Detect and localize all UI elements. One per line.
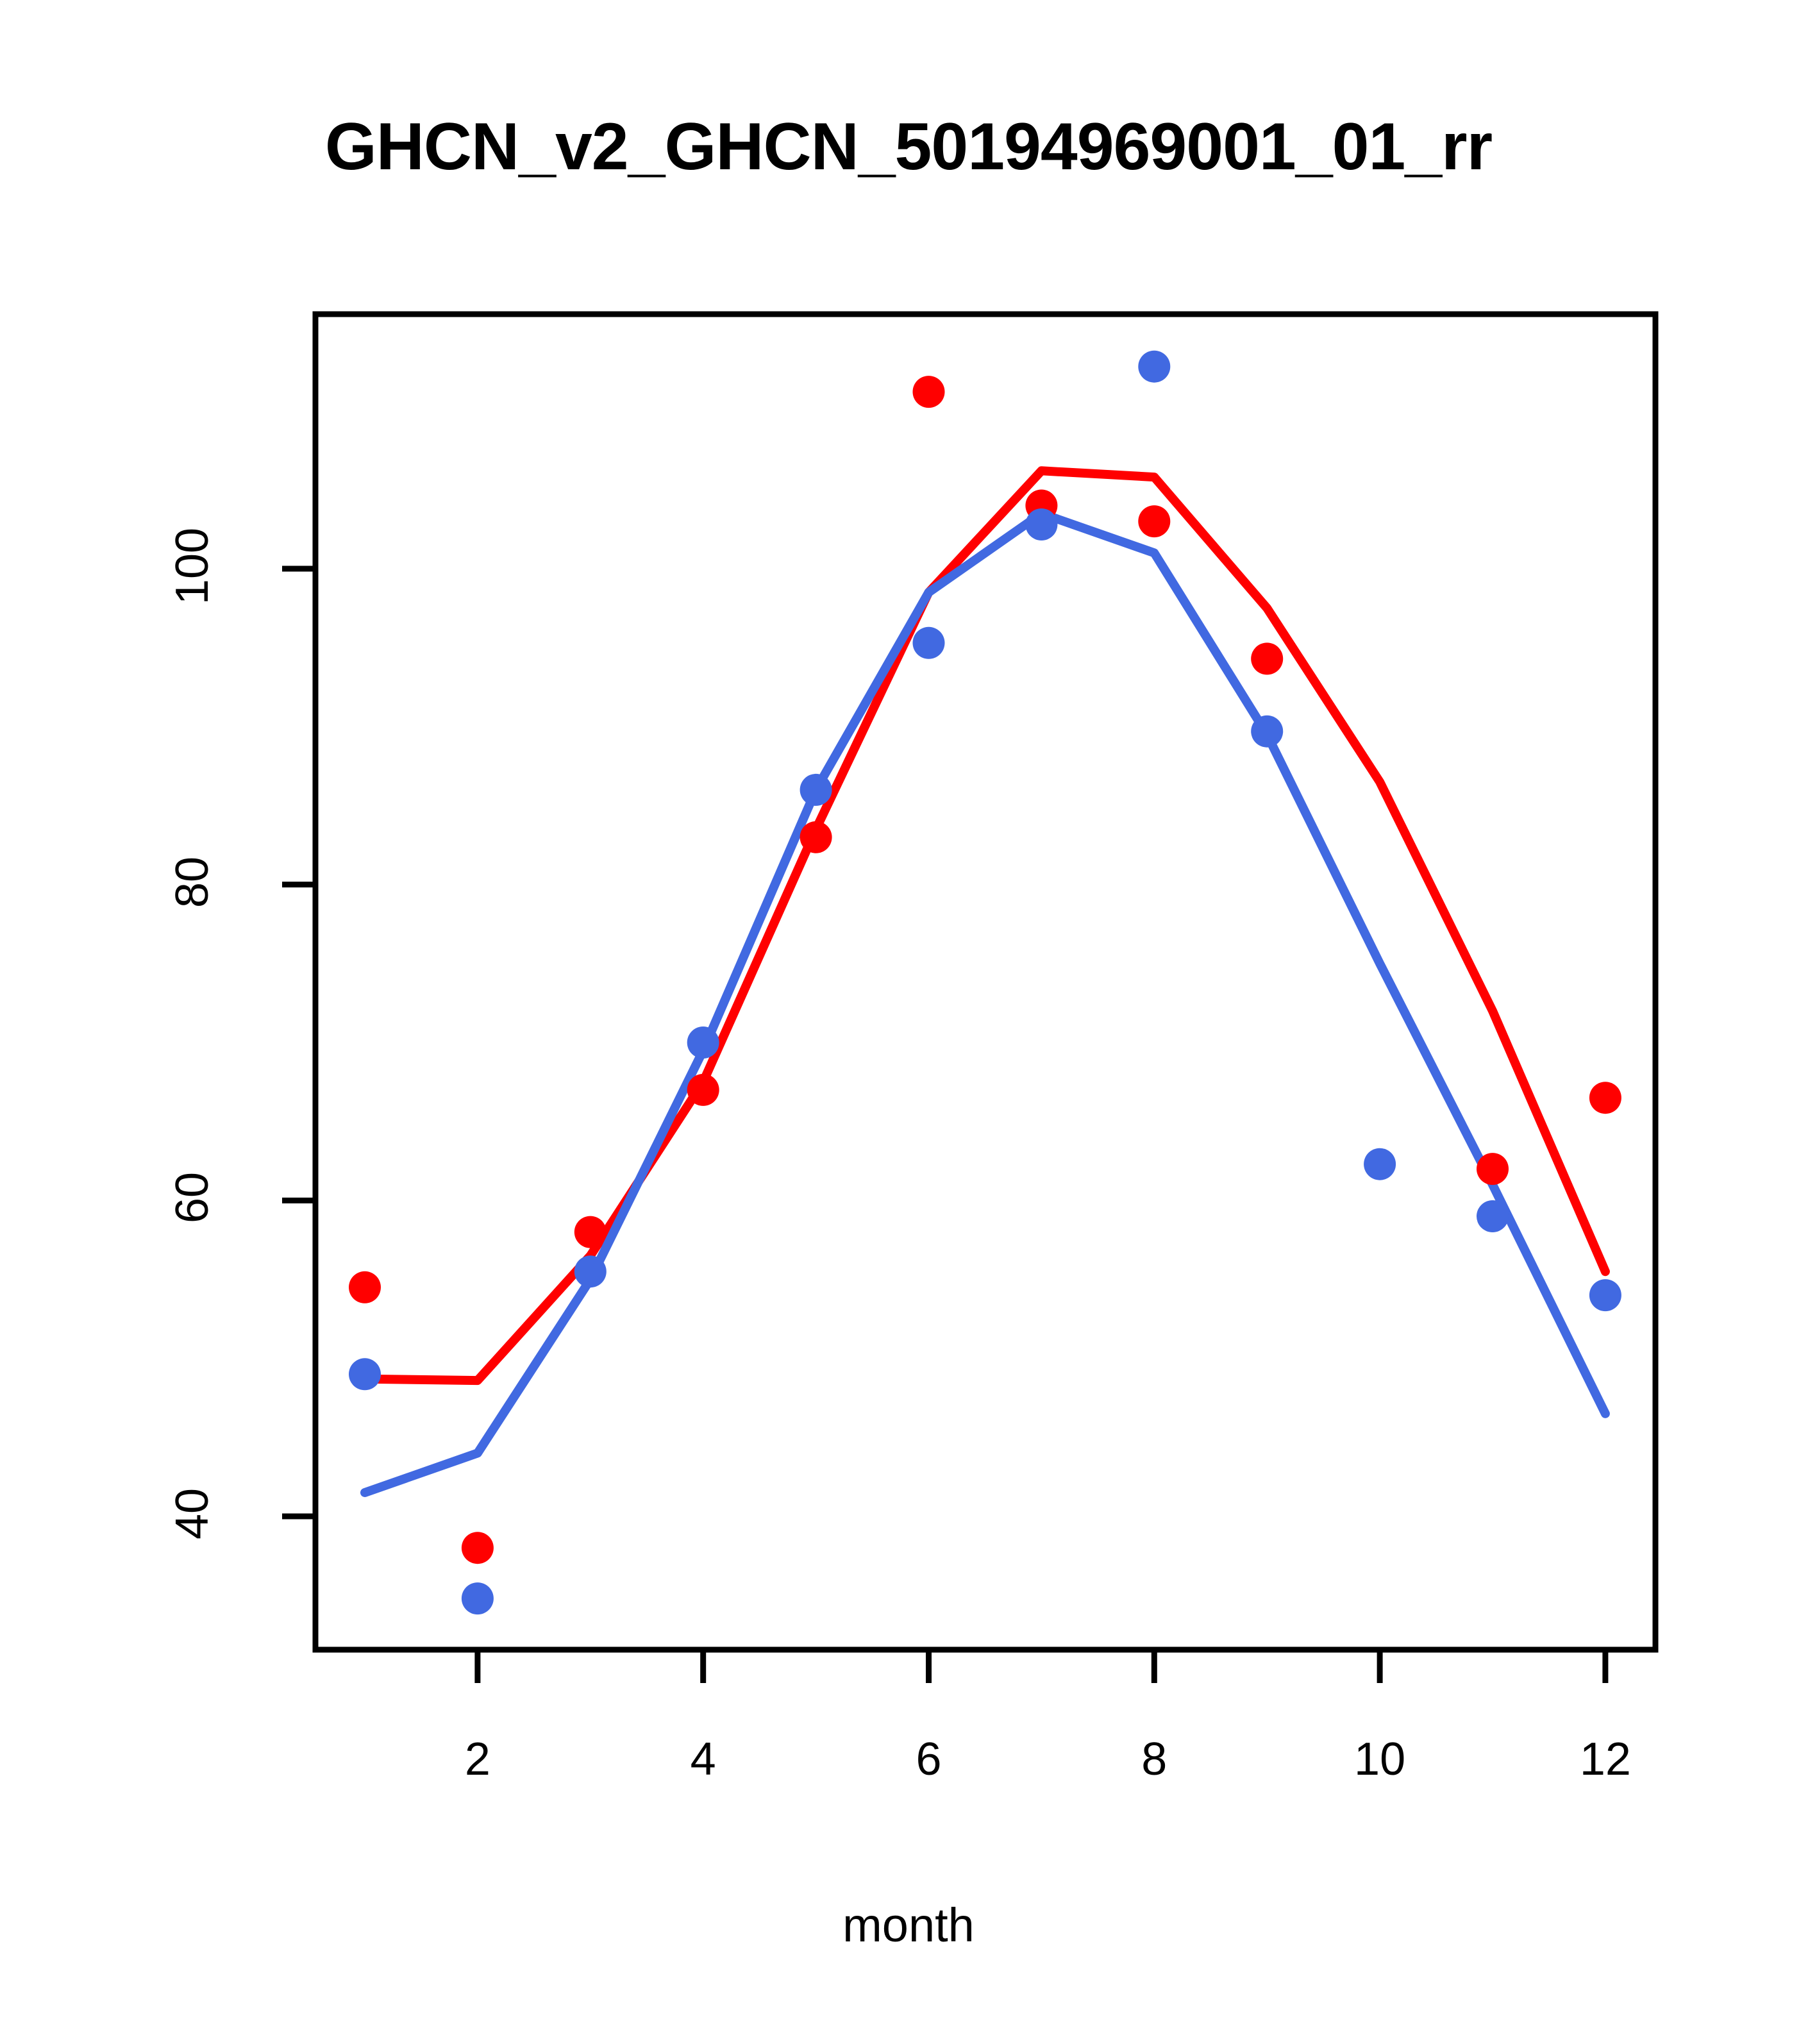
point-blue-points bbox=[349, 1358, 381, 1391]
point-blue-points bbox=[1589, 1279, 1621, 1312]
line-blue-line bbox=[360, 508, 1610, 1497]
x-axis-label: month bbox=[842, 1898, 975, 1952]
point-red-points bbox=[1477, 1153, 1509, 1185]
axis-ticks bbox=[282, 565, 1609, 1683]
point-red-points bbox=[1138, 505, 1171, 538]
point-red-points bbox=[1251, 642, 1284, 675]
y-tick-label: 80 bbox=[167, 856, 218, 908]
x-tick-label: 6 bbox=[916, 1734, 942, 1785]
x-tick-label: 8 bbox=[1141, 1734, 1168, 1785]
point-blue-points bbox=[1138, 350, 1171, 383]
point-red-points bbox=[912, 376, 945, 408]
point-blue-points bbox=[574, 1255, 607, 1288]
x-tick-label: 10 bbox=[1354, 1734, 1406, 1785]
point-red-points bbox=[800, 821, 832, 853]
point-red-points bbox=[1589, 1082, 1621, 1114]
point-blue-points bbox=[1025, 508, 1058, 540]
plot-frame bbox=[312, 311, 1659, 1653]
point-red-points bbox=[687, 1073, 719, 1106]
point-red-points bbox=[349, 1271, 381, 1303]
x-tick-label: 2 bbox=[464, 1734, 490, 1785]
y-tick-label: 60 bbox=[167, 1172, 218, 1224]
x-tick-label: 12 bbox=[1579, 1734, 1631, 1785]
plot-border bbox=[312, 311, 1659, 1653]
line-red-line bbox=[360, 466, 1610, 1386]
point-red-points bbox=[574, 1216, 607, 1248]
point-blue-points bbox=[1477, 1200, 1509, 1232]
point-blue-points bbox=[912, 626, 945, 659]
point-blue-points bbox=[687, 1026, 719, 1059]
point-blue-points bbox=[800, 773, 832, 806]
point-blue-points bbox=[1364, 1148, 1396, 1180]
point-blue-points bbox=[1251, 715, 1284, 748]
series-lines bbox=[360, 466, 1610, 1497]
y-tick-label: 40 bbox=[167, 1487, 218, 1540]
x-tick-label: 4 bbox=[690, 1734, 716, 1785]
y-tick-label: 100 bbox=[167, 527, 218, 605]
page-title: GHCN_v2_GHCN_50194969001_01_rr bbox=[324, 110, 1493, 184]
series-points bbox=[349, 350, 1621, 1615]
point-red-points bbox=[461, 1532, 494, 1564]
point-blue-points bbox=[461, 1582, 494, 1615]
